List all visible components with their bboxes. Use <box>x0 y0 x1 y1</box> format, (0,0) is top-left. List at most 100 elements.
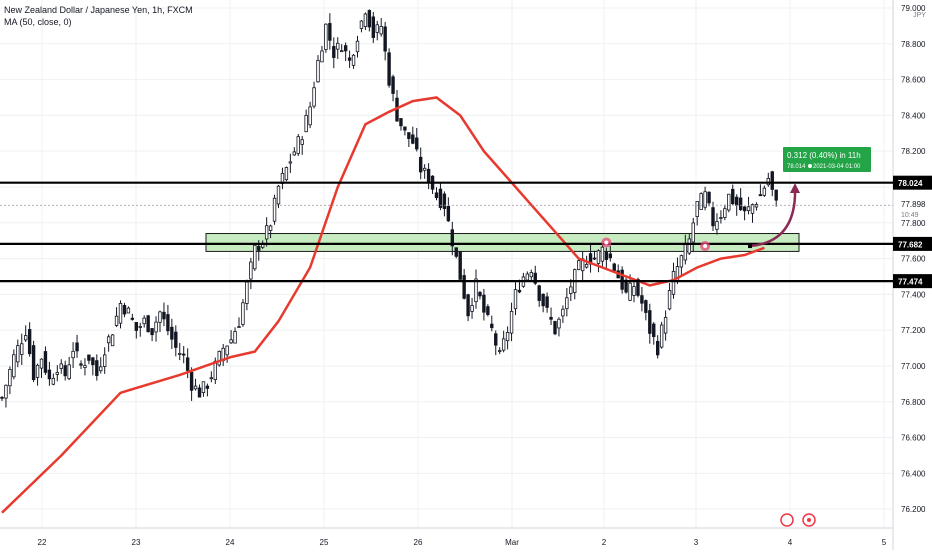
candle-body <box>126 307 131 314</box>
candle-body <box>683 243 688 261</box>
candle-body <box>114 315 119 326</box>
candle-body <box>731 188 735 205</box>
candle-body <box>83 365 87 368</box>
candle-body <box>304 114 308 133</box>
candle-body <box>51 377 56 385</box>
candle-body <box>328 23 332 41</box>
candle-body <box>146 315 150 333</box>
candle-body <box>363 13 368 27</box>
candle-body <box>727 193 731 211</box>
candle-body <box>379 26 383 35</box>
candle-body <box>351 54 356 66</box>
candle-body <box>695 201 699 217</box>
candle-body <box>738 197 743 211</box>
price-tag <box>893 274 932 289</box>
projection-arrow[interactable] <box>749 186 797 248</box>
candle-body <box>399 118 403 127</box>
price-axis-tick: 77.800 <box>901 219 926 228</box>
price-tag-label: 78.024 <box>898 179 923 188</box>
measure-date-text: 2021-03-04 01:00 <box>813 164 861 170</box>
candle-body <box>501 338 506 351</box>
price-axis-tick: 77.600 <box>901 255 926 264</box>
candle-body <box>237 326 241 328</box>
touch-marker-center <box>703 244 708 249</box>
candle-body <box>549 316 553 320</box>
candle-body <box>577 260 581 270</box>
candle-body <box>55 372 59 375</box>
time-axis-tick: 5 <box>882 538 887 547</box>
time-axis-tick: 26 <box>414 538 423 547</box>
candle-body <box>513 289 518 310</box>
price-tag <box>893 236 932 251</box>
candle-body <box>774 189 778 201</box>
candle-body <box>181 353 186 356</box>
candle-body <box>158 311 162 323</box>
candle-body <box>162 311 166 320</box>
candle-body <box>150 328 154 336</box>
candle-body <box>35 364 40 378</box>
candle-body <box>185 357 190 371</box>
candle-body <box>636 279 640 296</box>
candle-body <box>418 156 423 173</box>
support-zone[interactable] <box>205 233 800 252</box>
candle-body <box>691 222 695 243</box>
candle-body <box>735 196 739 206</box>
candle-body <box>229 339 233 344</box>
time-axis-tick: 24 <box>226 538 235 547</box>
candle-body <box>59 363 63 369</box>
candle-body <box>663 317 668 334</box>
candle-body <box>497 350 502 352</box>
price-axis-tick: 76.800 <box>901 398 926 407</box>
candle-body <box>178 352 182 355</box>
candle-body <box>134 322 138 331</box>
candle-body <box>122 304 127 315</box>
candle-body <box>138 325 142 328</box>
candle-body <box>0 396 4 399</box>
candle-body <box>118 303 123 324</box>
candle-body <box>458 251 462 280</box>
candle-body <box>478 291 482 297</box>
candle-body <box>67 364 71 380</box>
candle-body <box>300 139 304 145</box>
price-axis-tick: 77.000 <box>901 362 926 371</box>
candle-body <box>509 310 514 334</box>
time-axis-tick: 2 <box>602 538 607 547</box>
candle-body <box>557 318 561 329</box>
candle-body <box>23 335 28 341</box>
candle-body <box>490 323 494 329</box>
candle-body <box>95 360 99 376</box>
price-axis-tick: 76.200 <box>901 505 926 514</box>
candle-body <box>434 192 439 199</box>
candle-body <box>257 246 261 251</box>
time-axis-tick: 22 <box>38 538 47 547</box>
candle-body <box>106 336 111 344</box>
candle-body <box>723 208 727 218</box>
candle-body <box>770 171 774 190</box>
candle-body <box>766 177 770 186</box>
candle-body <box>292 151 296 156</box>
candle-body <box>659 324 664 348</box>
candle-body <box>446 205 451 222</box>
candle-body <box>174 331 178 348</box>
candle-body <box>359 20 364 29</box>
price-axis-tick: 77.200 <box>901 326 926 335</box>
candle-body <box>537 285 541 301</box>
candle-body <box>403 126 407 131</box>
candle-body <box>640 295 644 304</box>
candle-body <box>719 217 723 219</box>
candle-body <box>27 329 32 355</box>
candle-body <box>517 289 522 293</box>
candle-body <box>332 46 336 58</box>
price-axis-tick: 79.000 <box>901 4 926 13</box>
candle-body <box>245 281 249 304</box>
measure-price-text: 78.014 <box>787 164 806 170</box>
candle-body <box>268 225 273 231</box>
event-icon[interactable] <box>780 513 794 527</box>
candle-body <box>339 50 344 53</box>
candle-body <box>454 247 458 257</box>
candle-body <box>742 206 747 212</box>
candle-body <box>707 191 711 204</box>
candle-body <box>336 42 340 50</box>
